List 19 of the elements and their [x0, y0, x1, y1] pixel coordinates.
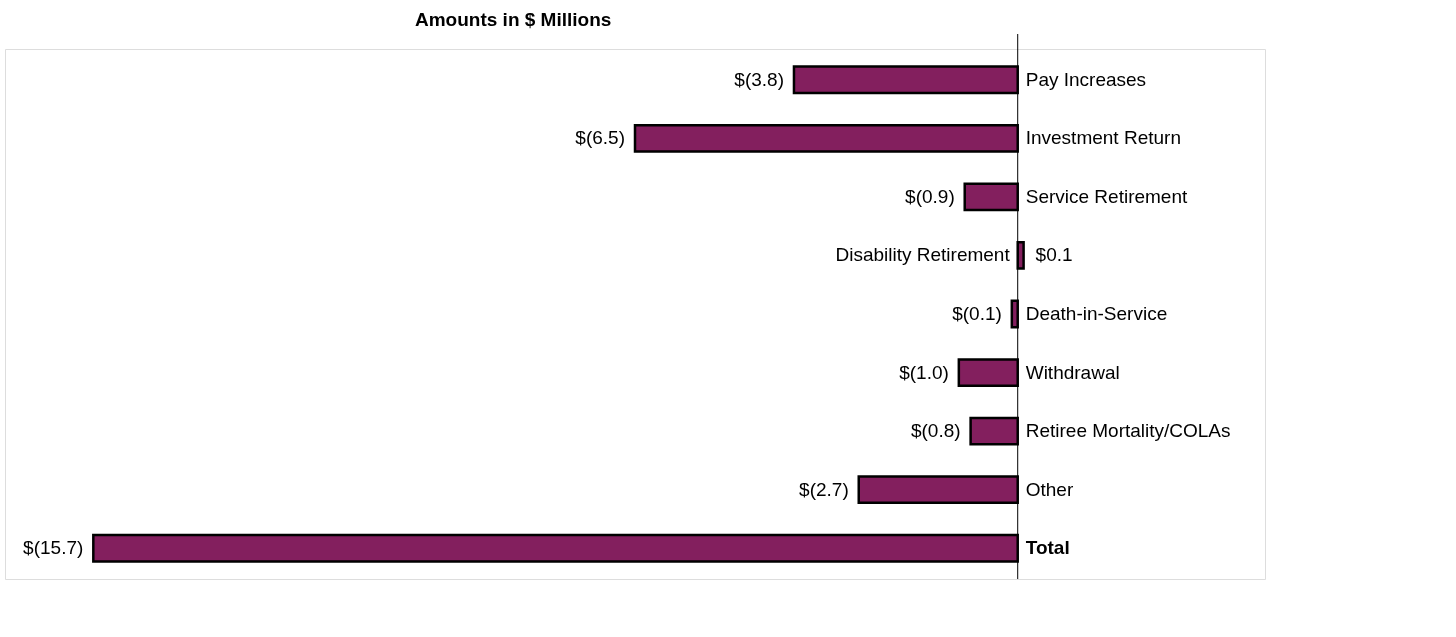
y-tick-label: Total	[1025, 537, 1070, 559]
y-tick-label: Investment Return	[1025, 127, 1181, 149]
y-tick-label: Other	[1025, 478, 1074, 500]
y-tick-label: Service Retirement	[1025, 185, 1188, 207]
y-tick-label: Disability Retirement	[835, 244, 1011, 266]
chart-title: Amounts in $ Millions	[415, 8, 612, 30]
data-label: $(3.8)	[734, 68, 784, 90]
data-label: $(0.9)	[905, 185, 955, 207]
y-tick-label: Retiree Mortality/COLAs	[1025, 420, 1231, 442]
data-label: $0.1	[1035, 244, 1073, 266]
data-label: $(2.7)	[799, 478, 849, 500]
y-tick-label: Death-in-Service	[1025, 303, 1168, 324]
y-tick-label: Pay Increases	[1025, 68, 1147, 90]
data-label: $(0.8)	[910, 420, 961, 442]
data-label: $(0.1)	[952, 303, 1002, 324]
data-label: $(15.7)	[23, 537, 84, 559]
data-label: $(1.0)	[899, 361, 949, 383]
data-label: $(6.5)	[575, 127, 625, 149]
y-tick-label: Withdrawal	[1025, 361, 1120, 383]
